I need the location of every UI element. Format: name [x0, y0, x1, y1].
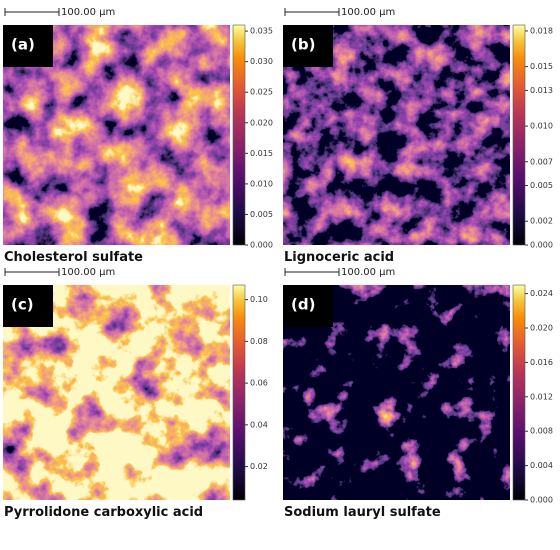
colorbar-tick-label: 0.020 — [530, 324, 553, 333]
colorbar-tick-label: 0.08 — [250, 337, 268, 346]
colorbar-tick-label: 0.004 — [530, 461, 553, 470]
colorbar — [512, 284, 526, 501]
panel-label: (d) — [291, 296, 315, 314]
colorbar-tick-label: 0.016 — [530, 358, 553, 367]
caption: Pyrrolidone carboxylic acid — [4, 505, 203, 520]
colorbar-tick-label: 0.005 — [530, 181, 553, 190]
caption: Lignoceric acid — [284, 250, 394, 265]
colorbar-tick-label: 0.002 — [530, 217, 553, 226]
colorbar-tick-label: 0.10 — [250, 295, 268, 304]
colorbar-tick-label: 0.020 — [250, 118, 273, 127]
colorbar-tick-label: 0.000 — [250, 241, 273, 250]
colorbar-tick-label: 0.015 — [530, 62, 553, 71]
scale-bar-label: 100.00 µm — [61, 7, 115, 18]
colorbar-tick-label: 0.024 — [530, 289, 553, 298]
panel-label: (b) — [291, 36, 315, 54]
colorbar-tick-label: 0.02 — [250, 462, 268, 471]
scale-bar-label: 100.00 µm — [341, 7, 395, 18]
colorbar-tick-label: 0.005 — [250, 210, 273, 219]
colorbar-tick-label: 0.013 — [530, 86, 553, 95]
panel-label-box — [283, 285, 333, 327]
colorbar-tick-label: 0.010 — [530, 122, 553, 131]
caption: Cholesterol sulfate — [4, 250, 143, 265]
scale-bar-label: 100.00 µm — [341, 267, 395, 278]
colorbar-tick-label: 0.000 — [530, 241, 553, 250]
panel-label-box — [3, 285, 53, 327]
colorbar-tick-label: 0.025 — [250, 88, 273, 97]
colorbar-tick-label: 0.04 — [250, 420, 268, 429]
panel-label: (c) — [11, 296, 34, 314]
panel-label: (a) — [11, 36, 35, 54]
colorbar-tick-label: 0.000 — [530, 496, 553, 505]
colorbar — [232, 284, 246, 501]
colorbar-tick-label: 0.035 — [250, 27, 273, 36]
colorbar — [232, 24, 246, 246]
colorbar — [512, 24, 526, 246]
colorbar-tick-label: 0.030 — [250, 57, 273, 66]
colorbar-tick-label: 0.010 — [250, 179, 273, 188]
caption: Sodium lauryl sulfate — [284, 505, 441, 520]
colorbar-tick-label: 0.015 — [250, 149, 273, 158]
panel-label-box — [283, 25, 333, 67]
colorbar-tick-label: 0.008 — [530, 427, 553, 436]
colorbar-tick-label: 0.012 — [530, 392, 553, 401]
panel-label-box — [3, 25, 53, 67]
colorbar-tick-label: 0.018 — [530, 26, 553, 35]
scale-bar-label: 100.00 µm — [61, 267, 115, 278]
colorbar-tick-label: 0.007 — [530, 157, 553, 166]
colorbar-tick-label: 0.06 — [250, 379, 268, 388]
